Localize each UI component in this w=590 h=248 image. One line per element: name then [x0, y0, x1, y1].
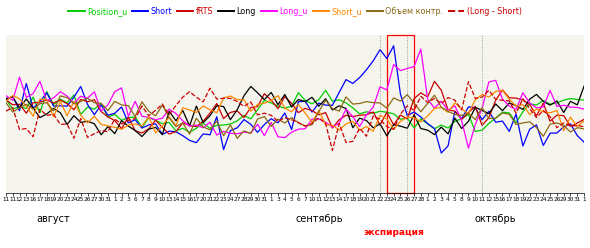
Line: Position_u: Position_u	[6, 90, 584, 132]
Line: fRTS: fRTS	[6, 81, 584, 134]
Line: Short: Short	[6, 46, 584, 153]
Short	[30, 107, 37, 110]
fRTS	[288, 102, 295, 105]
Position_u	[2, 98, 9, 101]
Short_u	[16, 97, 23, 100]
Short_u	[152, 131, 159, 134]
Long	[581, 85, 588, 88]
Long	[30, 106, 37, 109]
Short	[581, 141, 588, 144]
Line: (Long - Short): (Long - Short)	[6, 82, 584, 150]
(Long - Short)	[281, 116, 289, 119]
Long_u	[451, 104, 458, 107]
Long	[16, 106, 23, 109]
fRTS	[506, 96, 513, 99]
Объем контр.	[2, 101, 9, 104]
Position_u	[581, 99, 588, 102]
Position_u	[30, 96, 37, 99]
fRTS	[16, 103, 23, 106]
Short	[506, 130, 513, 133]
Long_u	[30, 92, 37, 95]
Long_u	[417, 48, 424, 51]
fRTS	[30, 101, 37, 104]
Position_u	[186, 131, 193, 134]
Short	[64, 105, 71, 108]
Long	[139, 135, 146, 138]
Bar	[387, 35, 414, 193]
fRTS	[2, 98, 9, 101]
Line: Long_u: Long_u	[6, 49, 584, 148]
Short_u	[581, 119, 588, 122]
Short_u	[288, 110, 295, 113]
Short_u	[2, 100, 9, 103]
Long	[2, 97, 9, 100]
(Long - Short)	[329, 149, 336, 152]
Long	[64, 123, 71, 126]
Short_u	[30, 115, 37, 118]
(Long - Short)	[465, 80, 472, 83]
Short	[16, 109, 23, 112]
Position_u	[64, 101, 71, 104]
Long	[499, 109, 506, 112]
Short	[281, 111, 289, 114]
(Long - Short)	[2, 110, 9, 113]
Long_u	[16, 76, 23, 79]
(Long - Short)	[16, 128, 23, 131]
Line: Объем контр.: Объем контр.	[6, 94, 584, 138]
Text: октябрь: октябрь	[475, 214, 516, 224]
Short	[390, 44, 397, 47]
(Long - Short)	[451, 99, 458, 102]
Short	[458, 117, 465, 120]
Short_u	[451, 101, 458, 104]
(Long - Short)	[506, 99, 513, 102]
Short_u	[506, 98, 513, 101]
Position_u	[322, 89, 329, 92]
fRTS	[431, 80, 438, 83]
Text: экспирация: экспирация	[363, 228, 424, 237]
Объем контр.	[64, 96, 71, 99]
Объем контр.	[581, 127, 588, 130]
(Long - Short)	[581, 125, 588, 128]
Объем контр.	[506, 113, 513, 116]
Long_u	[465, 147, 472, 150]
Объем контр.	[288, 116, 295, 119]
Position_u	[458, 117, 465, 120]
fRTS	[166, 133, 173, 136]
Text: август: август	[37, 214, 70, 224]
Long_u	[281, 136, 289, 139]
Long	[451, 117, 458, 120]
Объем контр.	[458, 114, 465, 117]
Short_u	[499, 89, 506, 92]
Line: Long: Long	[6, 86, 584, 137]
Text: сентябрь: сентябрь	[295, 214, 343, 224]
Объем контр.	[234, 137, 241, 140]
Short	[438, 152, 445, 155]
Position_u	[16, 105, 23, 108]
Short_u	[64, 114, 71, 117]
Legend: Position_u, Short, fRTS, Long, Long_u, Short_u, Объем контр., (Long - Short): Position_u, Short, fRTS, Long, Long_u, S…	[65, 4, 525, 19]
Position_u	[506, 111, 513, 114]
Long_u	[64, 94, 71, 97]
fRTS	[581, 118, 588, 121]
Long_u	[581, 108, 588, 111]
Line: Short_u: Short_u	[6, 91, 584, 133]
Объем контр.	[30, 108, 37, 111]
fRTS	[458, 118, 465, 121]
Объем контр.	[404, 93, 411, 96]
Short	[2, 98, 9, 101]
Long	[288, 105, 295, 108]
Объем контр.	[16, 106, 23, 109]
Position_u	[288, 105, 295, 108]
Long_u	[2, 94, 9, 97]
fRTS	[64, 102, 71, 105]
Long_u	[506, 105, 513, 108]
(Long - Short)	[30, 135, 37, 138]
(Long - Short)	[64, 123, 71, 125]
